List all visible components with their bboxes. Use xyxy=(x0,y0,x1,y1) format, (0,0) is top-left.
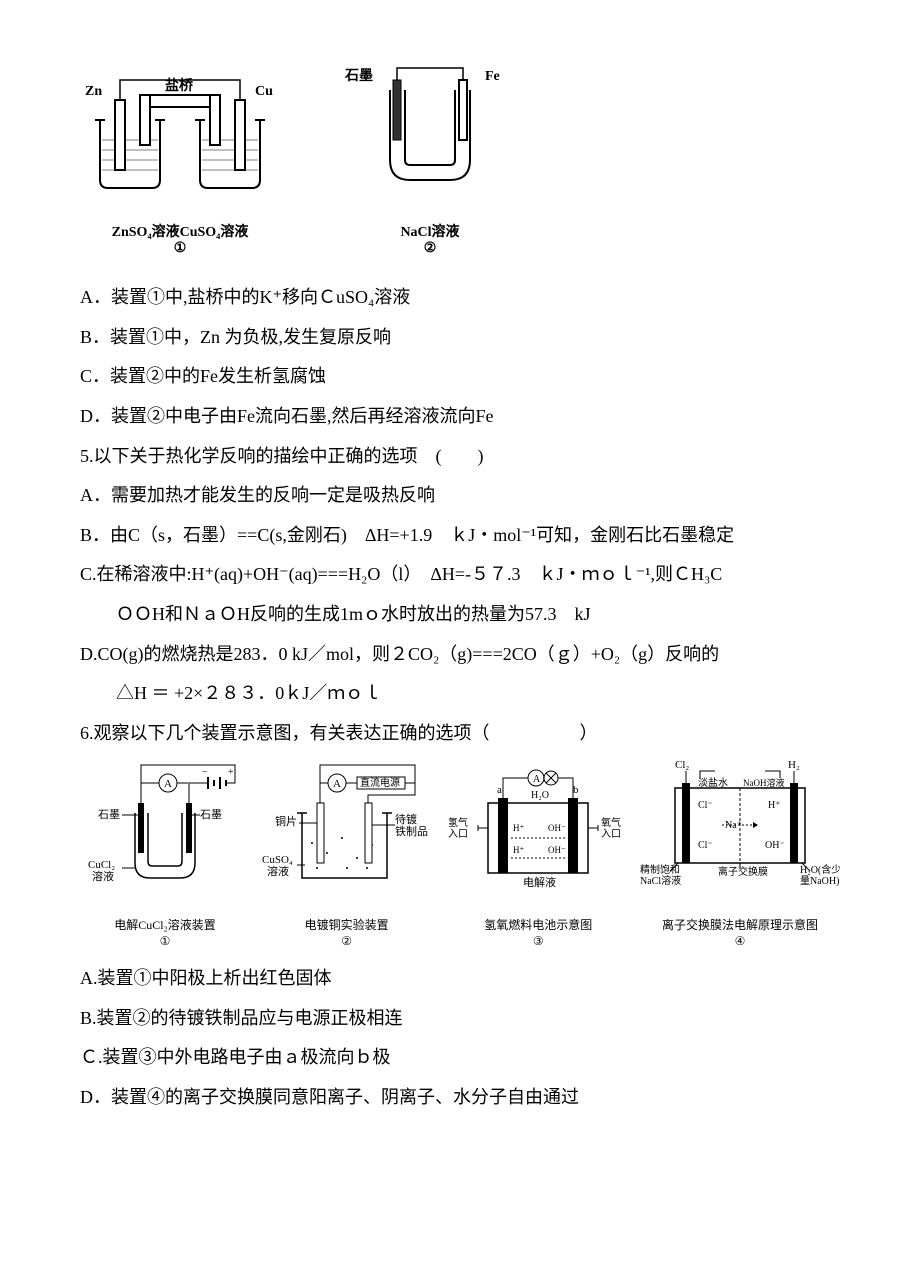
svg-text:铁制品: 铁制品 xyxy=(395,825,428,838)
fig3a-num: ① xyxy=(160,934,171,948)
svg-text:A: A xyxy=(164,778,172,790)
svg-text:CuSO₄: CuSO₄ xyxy=(262,854,293,866)
fig3c-svg: A H₂O a b 氢气 入口 氧气 入口 H⁺ OH⁻ H⁺ OH⁻ 电解液 xyxy=(443,753,633,903)
q4-opt-a: A．装置①中,盐桥中的K⁺移向ＣuSO₄溶液 xyxy=(80,278,840,318)
q6-opt-c: Ｃ.装置③中外电路电子由ａ极流向ｂ极 xyxy=(80,1038,840,1078)
figure-3b: A 直流电源 铜片 待镀 铁制品 CuSO₄ 溶液 电镀铜实验装置 ② xyxy=(257,753,437,949)
svg-text:氢气: 氢气 xyxy=(448,816,468,829)
svg-text:A: A xyxy=(333,778,341,790)
svg-text:H₂O(含少: H₂O(含少 xyxy=(800,863,840,876)
q4-opt-c: C．装置②中的Fe发生析氢腐蚀 xyxy=(80,357,840,397)
fig1-right-sol: CuSO₄溶液 xyxy=(180,225,249,240)
svg-text:直流电源: 直流电源 xyxy=(360,776,400,789)
svg-text:OH⁻: OH⁻ xyxy=(548,845,566,855)
figure-3c: A H₂O a b 氢气 入口 氧气 入口 H⁺ OH⁻ H⁺ OH⁻ 电解液 xyxy=(443,753,633,949)
svg-text:氧气: 氧气 xyxy=(601,816,621,829)
q6-opt-a: A.装置①中阳极上析出红色固体 xyxy=(80,959,840,999)
figure-1-svg: Zn Cu 盐桥 xyxy=(80,60,280,210)
svg-text:CuCl₂: CuCl₂ xyxy=(88,859,115,871)
fig2-num: ② xyxy=(424,241,437,256)
svg-text:盐桥: 盐桥 xyxy=(165,77,194,94)
fig3b-svg: A 直流电源 铜片 待镀 铁制品 CuSO₄ 溶液 xyxy=(257,753,437,903)
svg-text:溶液: 溶液 xyxy=(267,864,289,878)
svg-text:Cl⁻: Cl⁻ xyxy=(698,800,713,811)
svg-text:石墨: 石墨 xyxy=(200,808,222,821)
svg-text:OH⁻: OH⁻ xyxy=(765,840,785,851)
q5-opt-c-line1: C.在稀溶液中:H⁺(aq)+OH⁻(aq)===H₂O（l） ΔH=-５７.3… xyxy=(80,555,840,595)
q5-opt-b: B．由C（s，石墨）==C(s,金刚石) ΔH=+1.9 ｋJ・mol⁻¹可知，… xyxy=(80,516,840,556)
svg-text:入口: 入口 xyxy=(448,829,468,840)
svg-text:NaCl溶液: NaCl溶液 xyxy=(640,874,681,887)
q4-opt-d: D．装置②中电子由Fe流向石墨,然后再经溶液流向Fe xyxy=(80,397,840,437)
figure-3d: Cl₂ H₂ 淡盐水 NaOH溶液 Cl⁻ H⁺ Na⁺ Cl⁻ OH⁻ 离子交… xyxy=(640,753,840,949)
fig3a-caption: 电解CuCl₂溶液装置 xyxy=(114,918,216,932)
svg-text:Cl⁻: Cl⁻ xyxy=(698,840,713,851)
fig3b-num: ② xyxy=(341,934,352,948)
q5-opt-c-line2: ＯＯH和ＮａＯH反响的生成1mｏ水时放出的热量为57.3 kJ xyxy=(80,595,840,635)
fig3c-caption: 氢氧燃料电池示意图 xyxy=(484,918,592,932)
q5-opt-d-line2: △H ＝ +2×２８３．0ｋJ／ｍｏｌ xyxy=(80,674,840,714)
svg-text:−: − xyxy=(202,767,208,778)
fig1-num: ① xyxy=(174,241,187,256)
svg-text:Zn: Zn xyxy=(85,84,102,99)
top-figures-row: Zn Cu 盐桥 ZnSO₄溶液CuSO₄溶液 ① 石墨 Fe NaCl溶液 ② xyxy=(80,60,840,258)
svg-text:量NaOH): 量NaOH) xyxy=(800,875,839,887)
figure-2-svg: 石墨 Fe xyxy=(340,60,520,210)
figure-3a: A − + 石墨 石墨 CuCl₂ 溶液 电解CuCl₂溶液装置 ① xyxy=(80,753,250,949)
svg-text:铜片: 铜片 xyxy=(275,814,297,828)
svg-text:石墨: 石墨 xyxy=(98,808,120,821)
q6-stem: 6.观察以下几个装置示意图，有关表达正确的选项（ ） xyxy=(80,714,840,754)
svg-text:淡盐水: 淡盐水 xyxy=(698,776,728,789)
svg-text:入口: 入口 xyxy=(601,829,621,840)
svg-text:H⁺: H⁺ xyxy=(768,800,781,811)
svg-text:OH⁻: OH⁻ xyxy=(548,823,566,833)
svg-text:NaOH溶液: NaOH溶液 xyxy=(743,777,785,788)
svg-text:精制饱和: 精制饱和 xyxy=(640,863,680,876)
q5-opt-d-line1: D.CO(g)的燃烧热是283．0 kJ／mol，则２CO₂（g)===2CO（… xyxy=(80,635,840,675)
svg-text:电解液: 电解液 xyxy=(523,875,556,889)
svg-text:石墨: 石墨 xyxy=(344,68,373,84)
q6-opt-d: D．装置④的离子交换膜同意阳离子、阴离子、水分子自由通过 xyxy=(80,1078,840,1118)
svg-text:b: b xyxy=(573,784,579,796)
svg-text:Fe: Fe xyxy=(485,69,500,84)
fig3d-svg: Cl₂ H₂ 淡盐水 NaOH溶液 Cl⁻ H⁺ Na⁺ Cl⁻ OH⁻ 离子交… xyxy=(640,753,840,903)
svg-text:A: A xyxy=(533,774,541,785)
fig3a-svg: A − + 石墨 石墨 CuCl₂ 溶液 xyxy=(80,753,250,903)
figure-1: Zn Cu 盐桥 ZnSO₄溶液CuSO₄溶液 ① xyxy=(80,60,280,258)
fig3d-caption: 离子交换膜法电解原理示意图 xyxy=(662,918,818,932)
fig3b-caption: 电镀铜实验装置 xyxy=(305,918,389,932)
svg-text:待镀: 待镀 xyxy=(395,812,417,826)
svg-text:溶液: 溶液 xyxy=(92,869,114,883)
q5-opt-a: A．需要加热才能发生的反响一定是吸热反响 xyxy=(80,476,840,516)
fig3c-num: ③ xyxy=(533,934,544,948)
q6-figures-row: A − + 石墨 石墨 CuCl₂ 溶液 电解CuCl₂溶液装置 ① xyxy=(80,753,840,949)
svg-text:Cl₂: Cl₂ xyxy=(675,759,689,771)
svg-text:离子交换膜: 离子交换膜 xyxy=(718,865,768,878)
svg-text:H₂O: H₂O xyxy=(531,790,549,801)
fig1-left-sol: ZnSO₄溶液 xyxy=(112,225,180,240)
svg-text:a: a xyxy=(497,784,502,796)
fig3d-num: ④ xyxy=(735,934,746,948)
q5-stem: 5.以下关于热化学反响的描绘中正确的选项 ( ) xyxy=(80,437,840,477)
svg-text:H⁺: H⁺ xyxy=(513,823,524,833)
q4-opt-b: B．装置①中，Zn 为负极,发生复原反响 xyxy=(80,318,840,358)
svg-text:H₂: H₂ xyxy=(788,759,800,771)
figure-2: 石墨 Fe NaCl溶液 ② xyxy=(340,60,520,258)
svg-text:H⁺: H⁺ xyxy=(513,845,524,855)
q6-opt-b: B.装置②的待镀铁制品应与电源正极相连 xyxy=(80,999,840,1039)
fig2-sol: NaCl溶液 xyxy=(400,225,459,240)
svg-text:Cu: Cu xyxy=(255,84,273,99)
svg-text:+: + xyxy=(228,767,234,778)
